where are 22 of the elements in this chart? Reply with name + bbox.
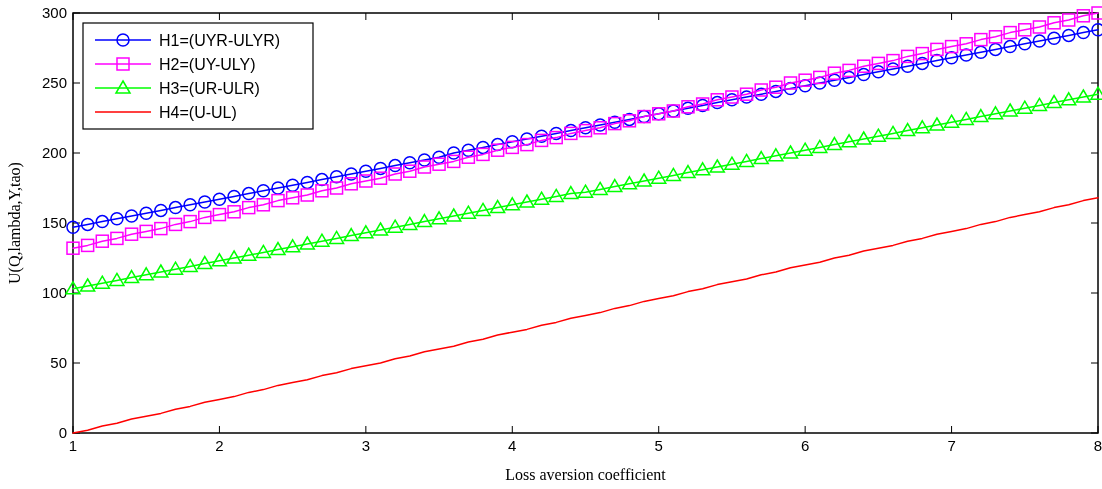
- legend-label: H2=(UY-ULY): [159, 56, 256, 73]
- y-tick-label: 0: [58, 424, 67, 441]
- x-tick-label: 7: [947, 437, 956, 454]
- x-tick-label: 3: [361, 437, 371, 454]
- y-tick-label: 200: [41, 144, 67, 161]
- y-tick-label: 50: [50, 354, 67, 371]
- legend-label: H4=(U-UL): [159, 104, 237, 121]
- x-tick-label: 4: [508, 437, 517, 454]
- y-axis-title: U(Q,lambda,Y,tao): [6, 162, 24, 284]
- legend-label: H3=(UR-ULR): [159, 80, 260, 97]
- x-axis-title: Loss aversion coefficient: [505, 466, 667, 483]
- y-tick-label: 300: [41, 4, 67, 21]
- x-tick-label: 1: [68, 437, 78, 454]
- y-tick-label: 100: [41, 284, 67, 301]
- line-series: [72, 197, 1099, 434]
- y-tick-label: 250: [41, 74, 67, 91]
- legend-label: H1=(UYR-ULYR): [159, 32, 281, 49]
- y-tick-label: 150: [41, 214, 67, 231]
- x-tick-label: 6: [800, 437, 810, 454]
- x-tick-label: 5: [654, 437, 663, 454]
- x-tick-label: 8: [1093, 437, 1102, 454]
- x-tick-label: 2: [215, 437, 224, 454]
